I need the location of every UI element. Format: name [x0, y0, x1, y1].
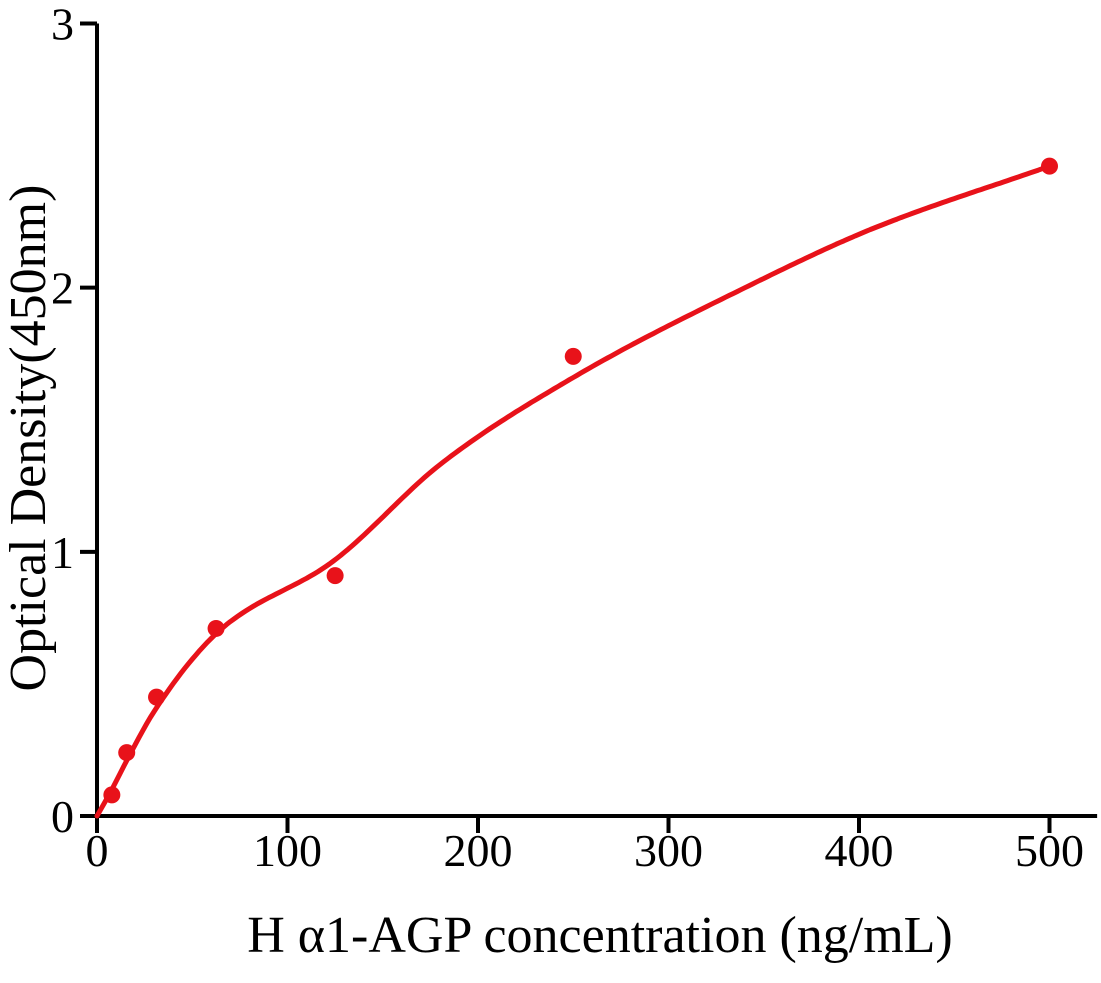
x-tick-label: 400: [825, 825, 894, 876]
plot-area: 0 100 200 300 400 500 0 1 2 3: [51, 0, 1098, 876]
x-tick-label: 100: [253, 825, 322, 876]
x-tick-label: 300: [634, 825, 703, 876]
y-tick-label: 2: [51, 263, 74, 314]
fit-curve-path: [94, 163, 1052, 819]
y-tick-label: 0: [51, 791, 74, 842]
y-tick-label: 3: [51, 0, 74, 50]
x-tick-label: 200: [444, 825, 513, 876]
x-tick-label: 0: [86, 825, 109, 876]
data-point: [326, 567, 344, 585]
x-axis-title: H α1-AGP concentration (ng/mL): [247, 907, 952, 964]
data-point: [564, 347, 582, 365]
x-tick-label: 500: [1015, 825, 1084, 876]
y-tick-label: 1: [51, 527, 74, 578]
y-axis-title: Optical Density(450nm): [0, 185, 57, 692]
